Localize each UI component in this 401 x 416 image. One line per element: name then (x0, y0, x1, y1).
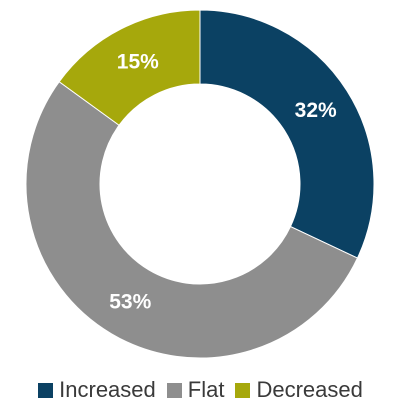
chart-legend: Increased Flat Decreased (0, 372, 401, 408)
legend-swatch-increased (38, 382, 54, 398)
legend-item-increased: Increased (38, 377, 156, 403)
data-label-increased: 32% (295, 99, 337, 122)
legend-label-decreased: Decreased (256, 377, 363, 402)
legend-item-decreased: Decreased (235, 377, 363, 403)
legend-label-increased: Increased (59, 377, 156, 402)
legend-swatch-decreased (235, 382, 251, 398)
data-label-decreased: 15% (117, 50, 159, 73)
data-label-flat: 53% (109, 290, 151, 313)
slice-flat (25, 81, 359, 359)
legend-label-flat: Flat (187, 377, 225, 402)
legend-swatch-flat (166, 382, 182, 398)
legend-item-flat: Flat (166, 377, 225, 403)
donut-chart: 32% 53% 15% (25, 9, 375, 359)
slice-increased (199, 9, 375, 259)
slice-decreased (58, 9, 201, 126)
